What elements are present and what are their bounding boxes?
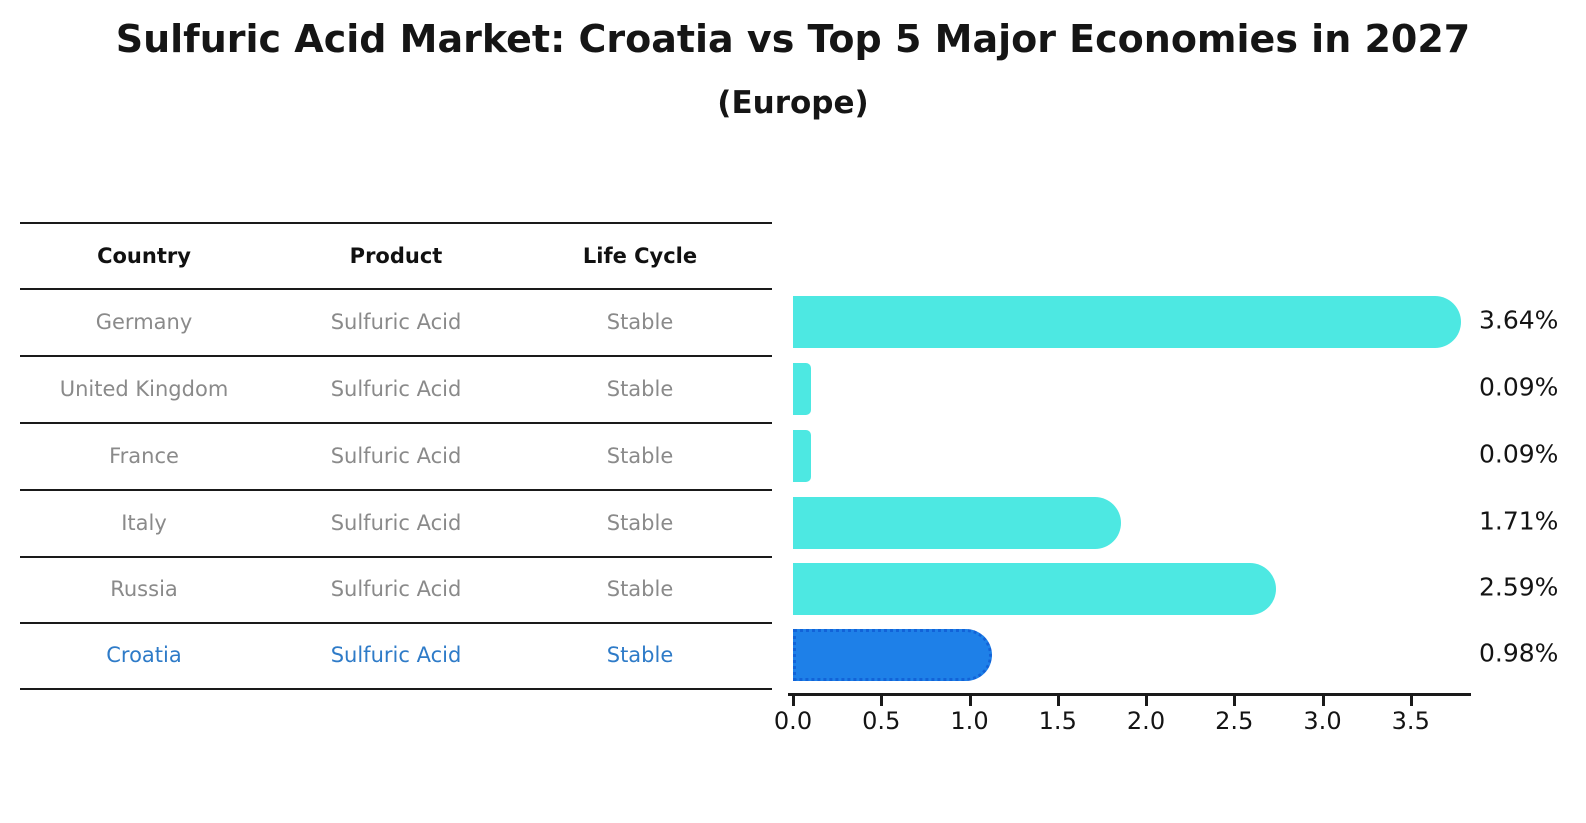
table-cell-life-cycle: Stable bbox=[606, 510, 674, 535]
table-cell-country: Germany bbox=[95, 309, 193, 334]
table-rule bbox=[20, 622, 772, 624]
table-header-life-cycle: Life Cycle bbox=[582, 244, 698, 268]
table-rule bbox=[20, 355, 772, 357]
table-cell-life-cycle: Stable bbox=[606, 443, 674, 468]
x-axis-tick bbox=[1321, 696, 1325, 706]
x-axis-tick bbox=[1145, 696, 1148, 706]
table-cell-product: Sulfuric Acid bbox=[330, 510, 462, 535]
x-axis-tick-label: 1.0 bbox=[950, 707, 989, 735]
table-rule bbox=[20, 688, 772, 690]
table-rule bbox=[20, 422, 772, 424]
value-label: 1.71% bbox=[1479, 506, 1559, 535]
bar-italy bbox=[793, 496, 1121, 549]
x-axis-line bbox=[788, 693, 1471, 696]
title-block: Sulfuric Acid Market: Croatia vs Top 5 M… bbox=[0, 0, 1586, 121]
table-cell-country: Russia bbox=[110, 577, 178, 601]
table-header-product: Product bbox=[349, 244, 443, 268]
table-cell-country: United Kingdom bbox=[59, 376, 229, 401]
table-header-country: Country bbox=[97, 244, 191, 268]
table-rule bbox=[20, 556, 772, 558]
x-axis-tick bbox=[792, 696, 795, 706]
table-cell-life-cycle: Stable bbox=[606, 309, 674, 334]
x-axis-tick-label: 2.5 bbox=[1215, 707, 1254, 735]
x-axis-tick-label: 1.5 bbox=[1038, 707, 1077, 735]
value-label: 0.09% bbox=[1479, 372, 1559, 401]
table-rule bbox=[20, 288, 772, 290]
page-subtitle: (Europe) bbox=[717, 85, 869, 121]
value-label: 0.09% bbox=[1479, 439, 1559, 468]
table-cell-product: Sulfuric Acid bbox=[330, 443, 462, 468]
table-rule bbox=[20, 222, 772, 224]
value-label: 2.59% bbox=[1479, 572, 1559, 602]
bar-russia bbox=[793, 563, 1276, 615]
x-axis-tick-label: 3.0 bbox=[1303, 707, 1342, 735]
table-cell-product: Sulfuric Acid bbox=[330, 309, 462, 334]
x-axis-tick bbox=[1233, 696, 1237, 706]
bar-germany bbox=[793, 295, 1461, 348]
table-cell-life-cycle: Stable bbox=[606, 577, 674, 601]
value-label: 3.64% bbox=[1479, 305, 1559, 334]
table-cell-country: Italy bbox=[121, 510, 167, 535]
x-axis-tick-label: 2.0 bbox=[1126, 707, 1166, 735]
x-axis-tick bbox=[1056, 696, 1060, 706]
bar-croatia bbox=[793, 629, 992, 681]
table-cell-product: Sulfuric Acid bbox=[330, 643, 462, 667]
table-cell-product: Sulfuric Acid bbox=[330, 376, 462, 401]
bar-france bbox=[793, 429, 811, 482]
table-cell-country: Croatia bbox=[106, 643, 182, 667]
x-axis-tick-label: 0.0 bbox=[773, 707, 813, 735]
table-cell-product: Sulfuric Acid bbox=[330, 577, 462, 601]
x-axis-tick-label: 0.5 bbox=[862, 707, 901, 735]
table-cell-life-cycle: Stable bbox=[606, 376, 674, 401]
x-axis-tick bbox=[1409, 696, 1413, 706]
table-cell-country: France bbox=[109, 443, 179, 468]
page-title: Sulfuric Acid Market: Croatia vs Top 5 M… bbox=[115, 17, 1471, 61]
table-rule bbox=[20, 489, 772, 491]
x-axis-tick bbox=[880, 696, 884, 706]
x-axis-tick-label: 3.5 bbox=[1391, 707, 1430, 735]
table-cell-life-cycle: Stable bbox=[606, 643, 674, 667]
bar-united-kingdom bbox=[793, 362, 811, 415]
x-axis-tick bbox=[968, 696, 972, 706]
value-label: 0.98% bbox=[1479, 638, 1559, 668]
